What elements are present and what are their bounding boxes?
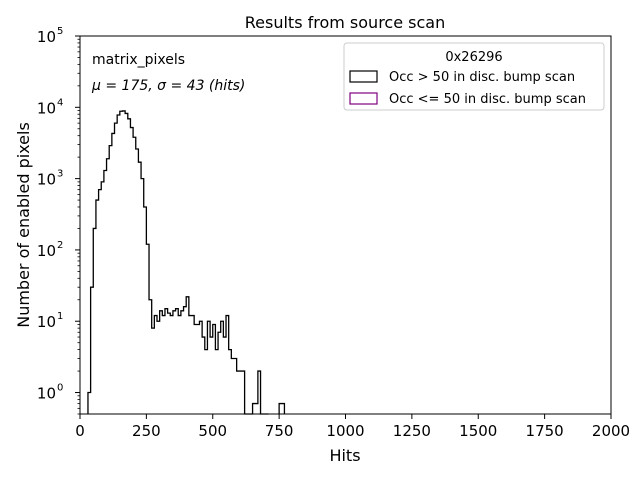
annotation-stats: μ = 175, σ = 43 (hits): [91, 78, 245, 94]
x-tick-label: 1500: [459, 422, 497, 440]
annotation-name: matrix_pixels: [92, 52, 185, 68]
legend-label-occ-le-50: Occ <= 50 in disc. bump scan: [389, 92, 586, 107]
x-tick-label: 2000: [592, 422, 630, 440]
y-tick-exponent: 3: [57, 169, 63, 180]
y-tick-label: 10: [37, 28, 56, 46]
y-tick-label: 10: [37, 171, 56, 189]
legend-box: [343, 42, 605, 111]
y-axis-label: Number of enabled pixels: [14, 122, 33, 328]
legend: 0x26296 Occ > 50 in disc. bump scan Occ …: [343, 42, 605, 111]
legend-label-occ-gt-50: Occ > 50 in disc. bump scan: [389, 70, 575, 85]
chart-title: Results from source scan: [245, 13, 445, 32]
y-tick-exponent: 5: [57, 26, 63, 37]
x-tick-label: 1250: [393, 422, 431, 440]
x-tick-label: 0: [75, 422, 85, 440]
x-tick-label: 250: [132, 422, 161, 440]
x-tick-label: 750: [265, 422, 294, 440]
legend-title: 0x26296: [445, 50, 502, 65]
x-axis-label: Hits: [329, 446, 360, 465]
y-tick-exponent: 2: [57, 240, 63, 251]
plot-frame: [79, 35, 612, 415]
x-tick-label: 1000: [326, 422, 364, 440]
y-tick-exponent: 1: [57, 311, 63, 322]
histogram-outline-occ-gt-50: [87, 110, 286, 415]
y-tick-exponent: 4: [57, 97, 63, 108]
y-tick-label: 10: [37, 313, 56, 331]
y-tick-label: 10: [37, 99, 56, 117]
legend-swatch-occ-le-50: [349, 92, 378, 105]
x-tick-label: 500: [198, 422, 227, 440]
y-tick-exponent: 0: [57, 383, 63, 394]
legend-swatch-occ-gt-50: [349, 70, 378, 83]
y-tick-label: 10: [37, 242, 56, 260]
plot-area: [87, 110, 286, 415]
x-axis-ticks: 0 250 500 750 1000 1250 1500 1750 2000: [75, 414, 630, 440]
y-tick-label: 10: [37, 385, 56, 403]
x-tick-label: 1750: [526, 422, 564, 440]
